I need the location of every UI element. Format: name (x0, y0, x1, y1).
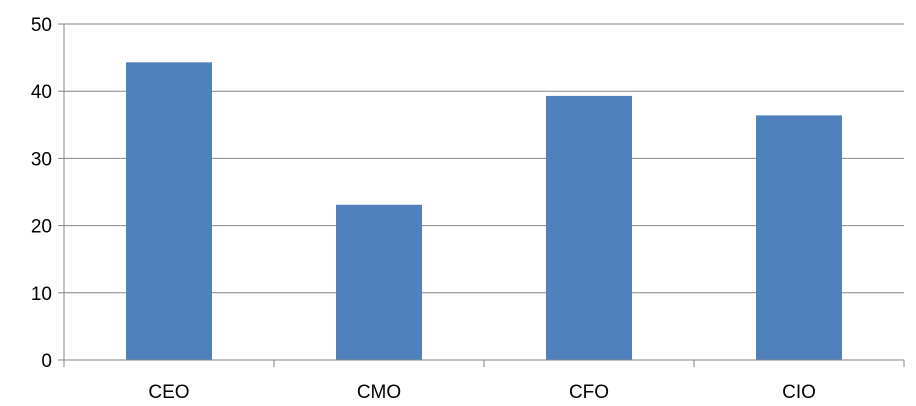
y-tick-label-20: 20 (31, 217, 52, 238)
y-tick-label-30: 30 (31, 149, 52, 170)
bar-ceo (126, 62, 212, 360)
y-tick-label-40: 40 (31, 82, 52, 103)
x-tick-label-cfo: CFO (569, 382, 609, 403)
x-tick-label-cio: CIO (782, 382, 816, 403)
x-tick-label-cmo: CMO (357, 382, 401, 403)
bar-cmo (336, 204, 422, 360)
bar-cio (756, 115, 842, 360)
y-tick-label-0: 0 (41, 351, 52, 372)
axes (58, 23, 905, 367)
labels: 0 10 20 30 40 50 CEO CMO CFO CIO (31, 15, 816, 403)
x-tick-label-ceo: CEO (148, 382, 189, 403)
y-tick-label-10: 10 (31, 284, 52, 305)
bar-cfo (546, 95, 632, 361)
y-tick-label-50: 50 (31, 15, 52, 36)
bars (126, 62, 842, 361)
